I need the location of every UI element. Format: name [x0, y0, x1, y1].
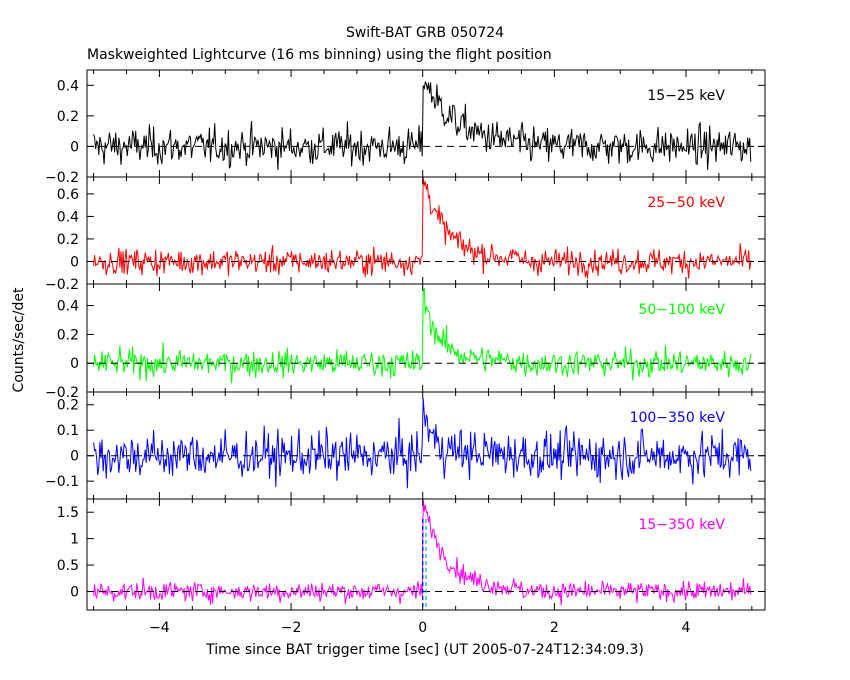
y-tick-label: −0.1: [45, 474, 79, 490]
x-tick-label: −4: [149, 620, 170, 636]
lightcurve-series-3: [93, 287, 752, 384]
panel-2: −0.2 0 0.2 0.4 0.6 25−50 keV: [45, 176, 766, 293]
x-tick-label: 0: [418, 620, 427, 636]
y-tick-label: 0.2: [57, 398, 79, 414]
band-label: 15−350 keV: [638, 517, 725, 533]
y-tick-label: 0: [70, 254, 79, 270]
band-label: 100−350 keV: [630, 410, 726, 426]
y-tick-label: 1.5: [57, 505, 79, 521]
y-tick-label: 0: [70, 585, 79, 601]
x-axis-label: Time since BAT trigger time [sec] (UT 20…: [205, 642, 644, 658]
panel-3: −0.2 0 0.2 0.4 50−100 keV: [45, 283, 766, 401]
lightcurve-series-4: [93, 398, 752, 489]
x-tick-label: 4: [682, 620, 691, 636]
chart-title: Swift-BAT GRB 050724: [346, 25, 504, 41]
y-tick-label: 0: [70, 139, 79, 155]
band-label: 50−100 keV: [638, 302, 725, 318]
y-tick-label: −0.2: [45, 385, 79, 401]
y-tick-label: 0.6: [57, 187, 79, 203]
panel-1: −0.2 0 0.2 0.4 15−25 keV: [45, 69, 766, 186]
y-tick-label: 0: [70, 449, 79, 465]
y-tick-label: 0.4: [57, 209, 79, 225]
panel-frame: [86, 498, 766, 611]
x-tick-label: −2: [281, 620, 302, 636]
panel-4: −0.1 0 0.1 0.2 100−350 keV: [45, 391, 766, 500]
y-tick-label: 0: [70, 356, 79, 372]
y-tick-label: 0.4: [57, 78, 79, 94]
panel-frame: [86, 283, 766, 393]
y-tick-label: 0.4: [57, 299, 79, 315]
panel-5: 0 0.5 1 1.5 15−350 keV: [57, 498, 766, 611]
chart-subtitle: Maskweighted Lightcurve (16 ms binning) …: [87, 47, 552, 63]
y-tick-label: 0.1: [57, 423, 79, 439]
x-tick-label: 2: [550, 620, 559, 636]
band-label: 25−50 keV: [647, 195, 725, 211]
band-label: 15−25 keV: [647, 88, 725, 104]
y-axis-label: Counts/sec/det: [11, 287, 27, 392]
y-tick-label: 0.2: [57, 232, 79, 248]
y-tick-label: −0.2: [45, 170, 79, 186]
panels-group: −0.2 0 0.2 0.4 15−25 keV −0.2 0 0.2 0.4 0.6 25−50 …: [45, 69, 766, 636]
lightcurve-series-2: [93, 176, 752, 279]
y-tick-label: 0.2: [57, 327, 79, 343]
y-tick-label: −0.2: [45, 277, 79, 293]
panel-frame: [86, 69, 766, 178]
y-tick-label: 0.2: [57, 109, 79, 125]
y-tick-label: 0.5: [57, 558, 79, 574]
y-tick-label: 1: [70, 532, 79, 548]
lightcurve-series-1: [93, 80, 752, 171]
